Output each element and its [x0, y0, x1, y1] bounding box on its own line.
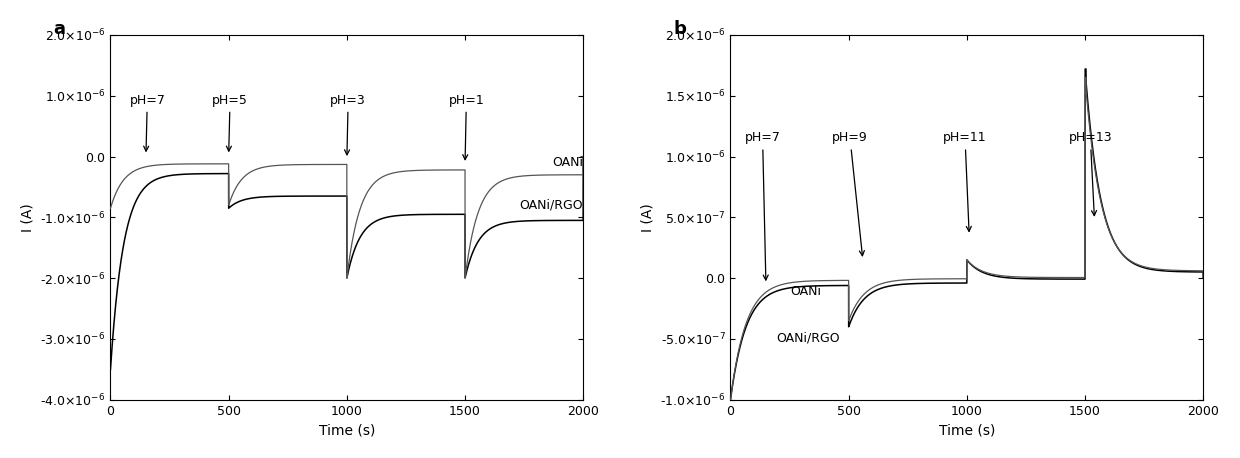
Y-axis label: I (A): I (A): [21, 203, 35, 232]
Text: pH=13: pH=13: [1069, 131, 1112, 216]
Y-axis label: I (A): I (A): [641, 203, 655, 232]
X-axis label: Time (s): Time (s): [939, 423, 994, 437]
X-axis label: Time (s): Time (s): [319, 423, 374, 437]
Text: OANi: OANi: [553, 156, 584, 169]
Text: pH=11: pH=11: [944, 131, 987, 231]
Text: pH=3: pH=3: [330, 94, 366, 155]
Text: a: a: [53, 20, 66, 38]
Text: pH=7: pH=7: [745, 131, 780, 280]
Text: pH=7: pH=7: [129, 94, 165, 151]
Text: OANi/RGO: OANi/RGO: [520, 198, 583, 211]
Text: OANi: OANi: [791, 285, 822, 298]
Text: pH=5: pH=5: [212, 94, 248, 151]
Text: OANi/RGO: OANi/RGO: [776, 332, 841, 344]
Text: pH=9: pH=9: [832, 131, 868, 256]
Text: pH=1: pH=1: [449, 94, 485, 160]
Text: b: b: [673, 20, 687, 38]
